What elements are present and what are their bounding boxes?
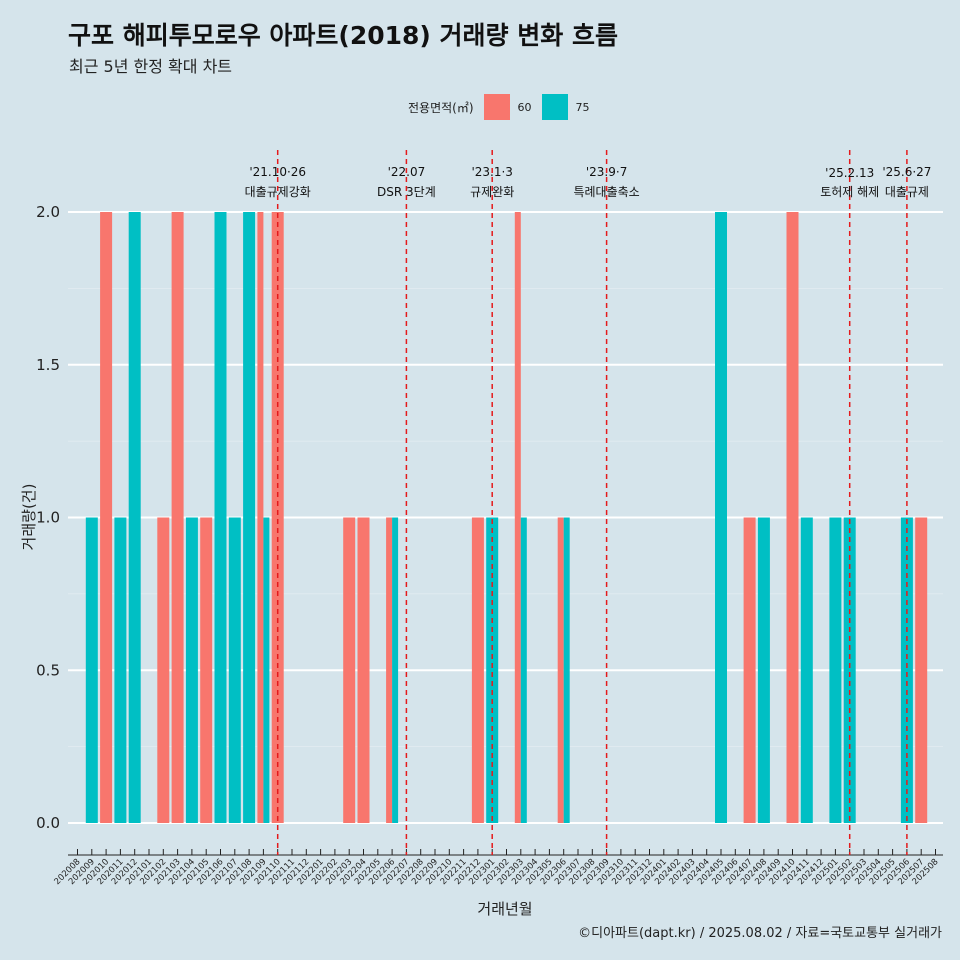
y-tick-label: 1.0 (36, 509, 60, 527)
bar-60-202303 (514, 212, 521, 823)
bar-60-202203 (343, 517, 356, 823)
bar-60-202206 (386, 517, 393, 823)
y-tick-label: 1.5 (36, 356, 60, 374)
bar-60-202410 (786, 212, 799, 823)
bar-75-202107 (228, 517, 241, 823)
bar-75-202206 (392, 517, 399, 823)
event-date-202502: '25.2.13 (825, 166, 874, 180)
bar-75-202408 (757, 517, 770, 823)
event-label-202110: 대출규제강화 (245, 185, 311, 199)
event-date-202309: '23.9·7 (586, 165, 627, 179)
bar-60-202103 (171, 212, 184, 823)
bar-60-202507 (915, 517, 928, 823)
bar-75-202106 (214, 212, 227, 823)
y-tick-label: 2.0 (36, 203, 60, 221)
y-axis-title: 거래량(건) (20, 484, 38, 551)
event-date-202207: '22.07 (388, 165, 426, 179)
legend: 전용면적(㎡) 60 75 (408, 93, 600, 121)
event-date-202301: '23.1·3 (471, 165, 512, 179)
bar-60-202306 (557, 517, 564, 823)
bar-75-202506 (900, 517, 913, 823)
event-date-202506: '25.6·27 (882, 165, 931, 179)
bar-75-202012 (128, 212, 141, 823)
bar-75-202009 (85, 517, 98, 823)
bar-60-202212 (471, 517, 484, 823)
legend-label-60: 60 (517, 100, 532, 114)
bar-75-202108 (243, 212, 256, 823)
y-tick-label: 0.5 (36, 661, 60, 679)
bar-75-202109 (263, 517, 270, 823)
event-label-202301: 규제완화 (470, 185, 514, 199)
x-axis-title: 거래년월 (477, 900, 532, 918)
bar-60-202204 (357, 517, 370, 823)
bar-75-202011 (114, 517, 127, 823)
bar-60-202102 (157, 517, 170, 823)
bar-60-202010 (100, 212, 113, 823)
bar-75-202306 (563, 517, 570, 823)
bar-75-202405 (715, 212, 727, 823)
event-date-202110: '21.10·26 (249, 165, 306, 179)
bar-75-202104 (185, 517, 198, 823)
bar-60-202109 (257, 212, 264, 823)
event-label-202207: DSR 3단계 (377, 185, 436, 199)
bar-75-202411 (800, 517, 813, 823)
event-label-202506: 대출규제 (885, 185, 929, 199)
event-label-202502: 토허제 해제 (820, 185, 879, 199)
bar-60-202105 (200, 517, 213, 823)
y-tick-label: 0.0 (36, 814, 60, 832)
bar-60-202407 (743, 517, 756, 823)
bar-75-202502 (843, 517, 856, 823)
chart-title: 구포 해피투모로우 아파트(2018) 거래량 변화 흐름 (68, 21, 618, 50)
bar-75-202301 (486, 517, 499, 823)
bar-60-202110 (271, 212, 284, 823)
legend-label-75: 75 (575, 100, 590, 114)
legend-title: 전용면적(㎡) (408, 100, 474, 115)
chart-subtitle: 최근 5년 한정 확대 차트 (69, 57, 233, 76)
source-caption: ©디아파트(dapt.kr) / 2025.08.02 / 자료=국토교통부 실… (578, 926, 942, 941)
event-label-202309: 특례대출축소 (573, 185, 639, 199)
legend-swatch-75 (541, 94, 568, 120)
legend-swatch-60 (483, 94, 510, 120)
bar-75-202501 (829, 517, 842, 823)
bar-75-202303 (520, 517, 527, 823)
